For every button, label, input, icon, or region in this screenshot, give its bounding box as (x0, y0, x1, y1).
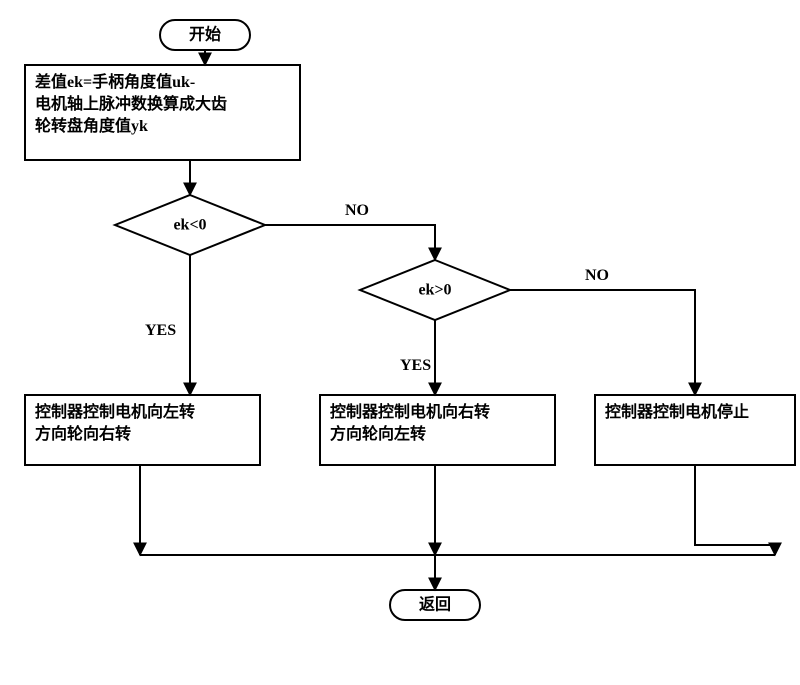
label-process1-0: 差值ek=手柄角度值uk- (35, 72, 195, 91)
edge-8 (695, 465, 775, 555)
edge-label-2: YES (145, 322, 176, 339)
label-process1-2: 轮转盘角度值yk (35, 116, 148, 135)
label-return: 返回 (419, 595, 451, 614)
edge-5 (510, 290, 695, 395)
label-dec2: ek>0 (418, 282, 451, 299)
label-act2-0: 控制器控制电机向右转 (330, 402, 490, 421)
label-start: 开始 (189, 25, 221, 44)
label-act2-1: 方向轮向左转 (330, 424, 426, 443)
label-process1-1: 电机轴上脉冲数换算成大齿 (35, 94, 227, 113)
edge-9 (140, 555, 775, 590)
label-act1-1: 方向轮向右转 (35, 424, 131, 443)
edge-label-3: NO (345, 202, 369, 219)
edge-label-5: NO (585, 267, 609, 284)
edge-label-4: YES (400, 357, 431, 374)
edge-3 (265, 225, 435, 260)
label-act1-0: 控制器控制电机向左转 (35, 402, 195, 421)
label-dec1: ek<0 (173, 217, 206, 234)
label-act3-0: 控制器控制电机停止 (605, 402, 749, 421)
